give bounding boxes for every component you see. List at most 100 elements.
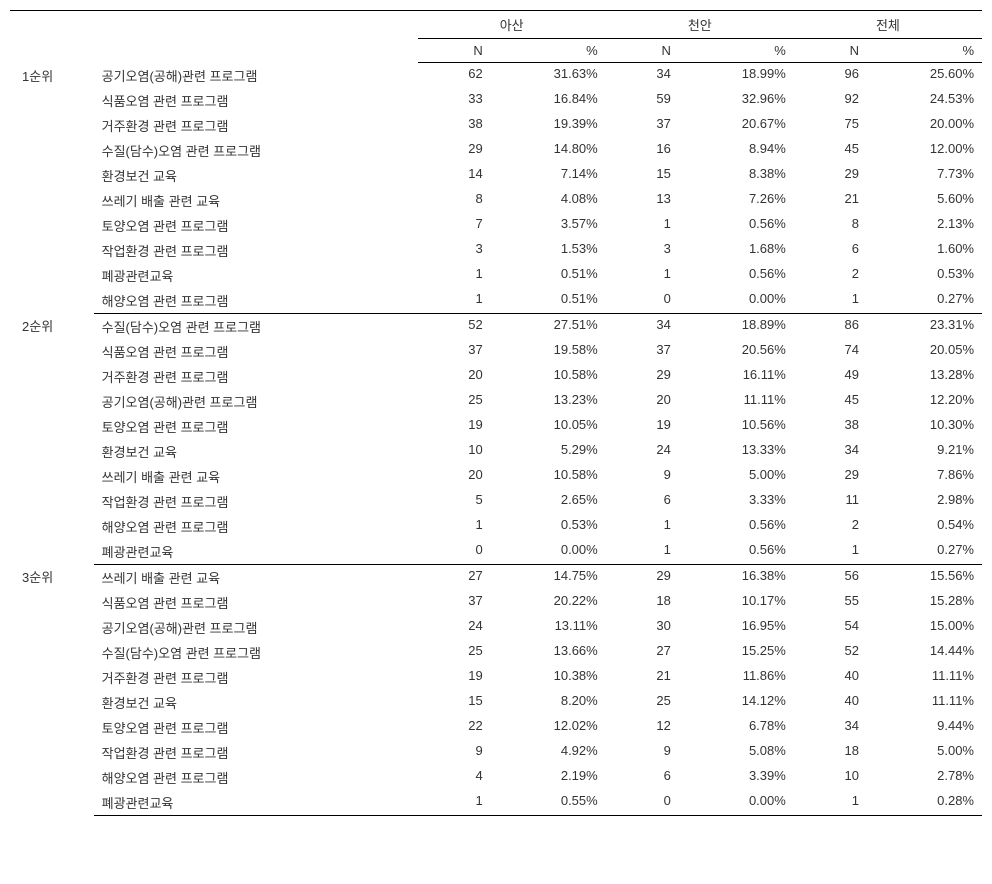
table-header: 아산 천안 전체 N % N % N % xyxy=(10,11,982,63)
cell-pct-cheonan: 0.00% xyxy=(679,288,794,314)
cell-pct-cheonan: 0.00% xyxy=(679,790,794,816)
cell-n-asan: 38 xyxy=(418,113,491,138)
cell-n-asan: 29 xyxy=(418,138,491,163)
cell-n-asan: 1 xyxy=(418,288,491,314)
cell-pct-total: 11.11% xyxy=(867,690,982,715)
cell-pct-total: 2.98% xyxy=(867,489,982,514)
cell-n-asan: 33 xyxy=(418,88,491,113)
cell-n-cheonan: 1 xyxy=(606,514,679,539)
cell-n-cheonan: 0 xyxy=(606,790,679,816)
table-row: 토양오염 관련 프로그램1910.05%1910.56%3810.30% xyxy=(10,414,982,439)
cell-n-asan: 20 xyxy=(418,364,491,389)
cell-pct-cheonan: 11.11% xyxy=(679,389,794,414)
cell-n-asan: 37 xyxy=(418,339,491,364)
cell-n-total: 75 xyxy=(794,113,867,138)
data-table: 아산 천안 전체 N % N % N % 1순위공기오염(공해)관련 프로그램6… xyxy=(10,10,982,816)
table-row: 식품오염 관련 프로그램3719.58%3720.56%7420.05% xyxy=(10,339,982,364)
cell-pct-asan: 8.20% xyxy=(491,690,606,715)
cell-n-cheonan: 1 xyxy=(606,213,679,238)
cell-n-cheonan: 15 xyxy=(606,163,679,188)
row-label: 쓰레기 배출 관련 교육 xyxy=(94,464,418,489)
cell-n-asan: 15 xyxy=(418,690,491,715)
header-pct-2: % xyxy=(679,39,794,63)
row-label: 작업환경 관련 프로그램 xyxy=(94,238,418,263)
header-n-1: N xyxy=(418,39,491,63)
table-row: 환경보건 교육147.14%158.38%297.73% xyxy=(10,163,982,188)
cell-pct-total: 25.60% xyxy=(867,63,982,88)
cell-n-total: 34 xyxy=(794,439,867,464)
cell-pct-cheonan: 7.26% xyxy=(679,188,794,213)
row-label: 공기오염(공해)관련 프로그램 xyxy=(94,389,418,414)
row-label: 공기오염(공해)관련 프로그램 xyxy=(94,615,418,640)
row-label: 해양오염 관련 프로그램 xyxy=(94,288,418,314)
cell-pct-total: 0.27% xyxy=(867,288,982,314)
cell-pct-asan: 19.58% xyxy=(491,339,606,364)
cell-n-total: 40 xyxy=(794,690,867,715)
row-label: 공기오염(공해)관련 프로그램 xyxy=(94,63,418,88)
cell-n-total: 2 xyxy=(794,263,867,288)
cell-n-asan: 5 xyxy=(418,489,491,514)
cell-n-total: 21 xyxy=(794,188,867,213)
header-n-3: N xyxy=(794,39,867,63)
cell-pct-total: 7.86% xyxy=(867,464,982,489)
cell-pct-total: 9.21% xyxy=(867,439,982,464)
cell-n-asan: 19 xyxy=(418,665,491,690)
cell-pct-total: 15.56% xyxy=(867,564,982,590)
table-row: 수질(담수)오염 관련 프로그램2513.66%2715.25%5214.44% xyxy=(10,640,982,665)
cell-pct-cheonan: 10.17% xyxy=(679,590,794,615)
cell-pct-cheonan: 0.56% xyxy=(679,213,794,238)
cell-n-total: 38 xyxy=(794,414,867,439)
row-label: 토양오염 관련 프로그램 xyxy=(94,715,418,740)
cell-pct-cheonan: 1.68% xyxy=(679,238,794,263)
row-label: 환경보건 교육 xyxy=(94,439,418,464)
rank-label: 2순위 xyxy=(10,313,94,564)
row-label: 폐광관련교육 xyxy=(94,790,418,816)
table-row: 거주환경 관련 프로그램3819.39%3720.67%7520.00% xyxy=(10,113,982,138)
table-row: 3순위쓰레기 배출 관련 교육2714.75%2916.38%5615.56% xyxy=(10,564,982,590)
cell-pct-cheonan: 3.33% xyxy=(679,489,794,514)
table-row: 토양오염 관련 프로그램2212.02%126.78%349.44% xyxy=(10,715,982,740)
cell-pct-total: 9.44% xyxy=(867,715,982,740)
cell-n-asan: 19 xyxy=(418,414,491,439)
table-row: 작업환경 관련 프로그램94.92%95.08%185.00% xyxy=(10,740,982,765)
cell-n-cheonan: 12 xyxy=(606,715,679,740)
header-group-asan: 아산 xyxy=(418,11,606,39)
cell-pct-total: 5.00% xyxy=(867,740,982,765)
cell-n-total: 18 xyxy=(794,740,867,765)
cell-pct-asan: 0.00% xyxy=(491,539,606,565)
row-label: 폐광관련교육 xyxy=(94,263,418,288)
cell-n-total: 10 xyxy=(794,765,867,790)
cell-n-asan: 0 xyxy=(418,539,491,565)
rank-label: 3순위 xyxy=(10,564,94,815)
table-row: 공기오염(공해)관련 프로그램2413.11%3016.95%5415.00% xyxy=(10,615,982,640)
cell-n-cheonan: 16 xyxy=(606,138,679,163)
cell-n-asan: 9 xyxy=(418,740,491,765)
cell-n-total: 1 xyxy=(794,539,867,565)
cell-n-total: 29 xyxy=(794,464,867,489)
header-group-total: 전체 xyxy=(794,11,982,39)
cell-pct-asan: 10.38% xyxy=(491,665,606,690)
cell-pct-asan: 5.29% xyxy=(491,439,606,464)
cell-n-cheonan: 20 xyxy=(606,389,679,414)
cell-n-cheonan: 25 xyxy=(606,690,679,715)
header-pct-3: % xyxy=(867,39,982,63)
cell-n-asan: 1 xyxy=(418,790,491,816)
cell-n-cheonan: 6 xyxy=(606,765,679,790)
cell-n-cheonan: 0 xyxy=(606,288,679,314)
cell-n-asan: 14 xyxy=(418,163,491,188)
cell-n-cheonan: 9 xyxy=(606,740,679,765)
cell-n-cheonan: 34 xyxy=(606,313,679,339)
cell-n-cheonan: 29 xyxy=(606,364,679,389)
row-label: 작업환경 관련 프로그램 xyxy=(94,489,418,514)
cell-pct-asan: 3.57% xyxy=(491,213,606,238)
cell-n-total: 86 xyxy=(794,313,867,339)
cell-n-cheonan: 1 xyxy=(606,263,679,288)
row-label: 쓰레기 배출 관련 교육 xyxy=(94,564,418,590)
cell-pct-asan: 13.23% xyxy=(491,389,606,414)
cell-n-cheonan: 24 xyxy=(606,439,679,464)
table-row: 식품오염 관련 프로그램3316.84%5932.96%9224.53% xyxy=(10,88,982,113)
cell-pct-asan: 2.65% xyxy=(491,489,606,514)
cell-pct-cheonan: 8.94% xyxy=(679,138,794,163)
cell-pct-total: 0.54% xyxy=(867,514,982,539)
cell-pct-cheonan: 18.89% xyxy=(679,313,794,339)
